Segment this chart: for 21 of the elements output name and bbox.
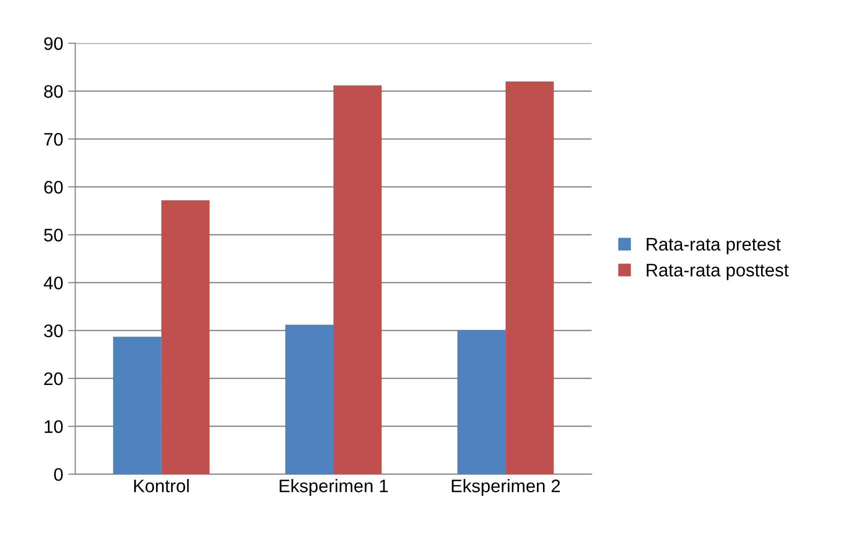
y-tick-label: 10 <box>44 420 63 434</box>
legend-label: Rata-rata pretest <box>646 238 781 254</box>
x-tick-label: Eksperimen 2 <box>452 479 560 496</box>
bar <box>333 85 382 474</box>
bar <box>506 82 554 474</box>
x-tick-label: Eksperimen 1 <box>280 479 388 496</box>
bar <box>457 330 506 474</box>
bar <box>285 324 334 474</box>
y-tick-label: 70 <box>44 132 63 146</box>
y-tick-label: 40 <box>44 276 63 290</box>
y-tick-label: 50 <box>44 228 63 242</box>
y-tick-label: 30 <box>44 324 63 338</box>
y-tick-label: 0 <box>54 468 63 481</box>
bar <box>113 336 162 474</box>
legend-label: Rata-rata posttest <box>646 264 789 280</box>
y-tick-label: 80 <box>44 85 63 98</box>
y-tick-label: 20 <box>44 372 63 386</box>
y-tick-label: 90 <box>44 37 63 50</box>
y-tick-label: 60 <box>44 180 63 194</box>
bar <box>161 200 210 474</box>
x-tick-label: Kontrol <box>134 479 189 492</box>
